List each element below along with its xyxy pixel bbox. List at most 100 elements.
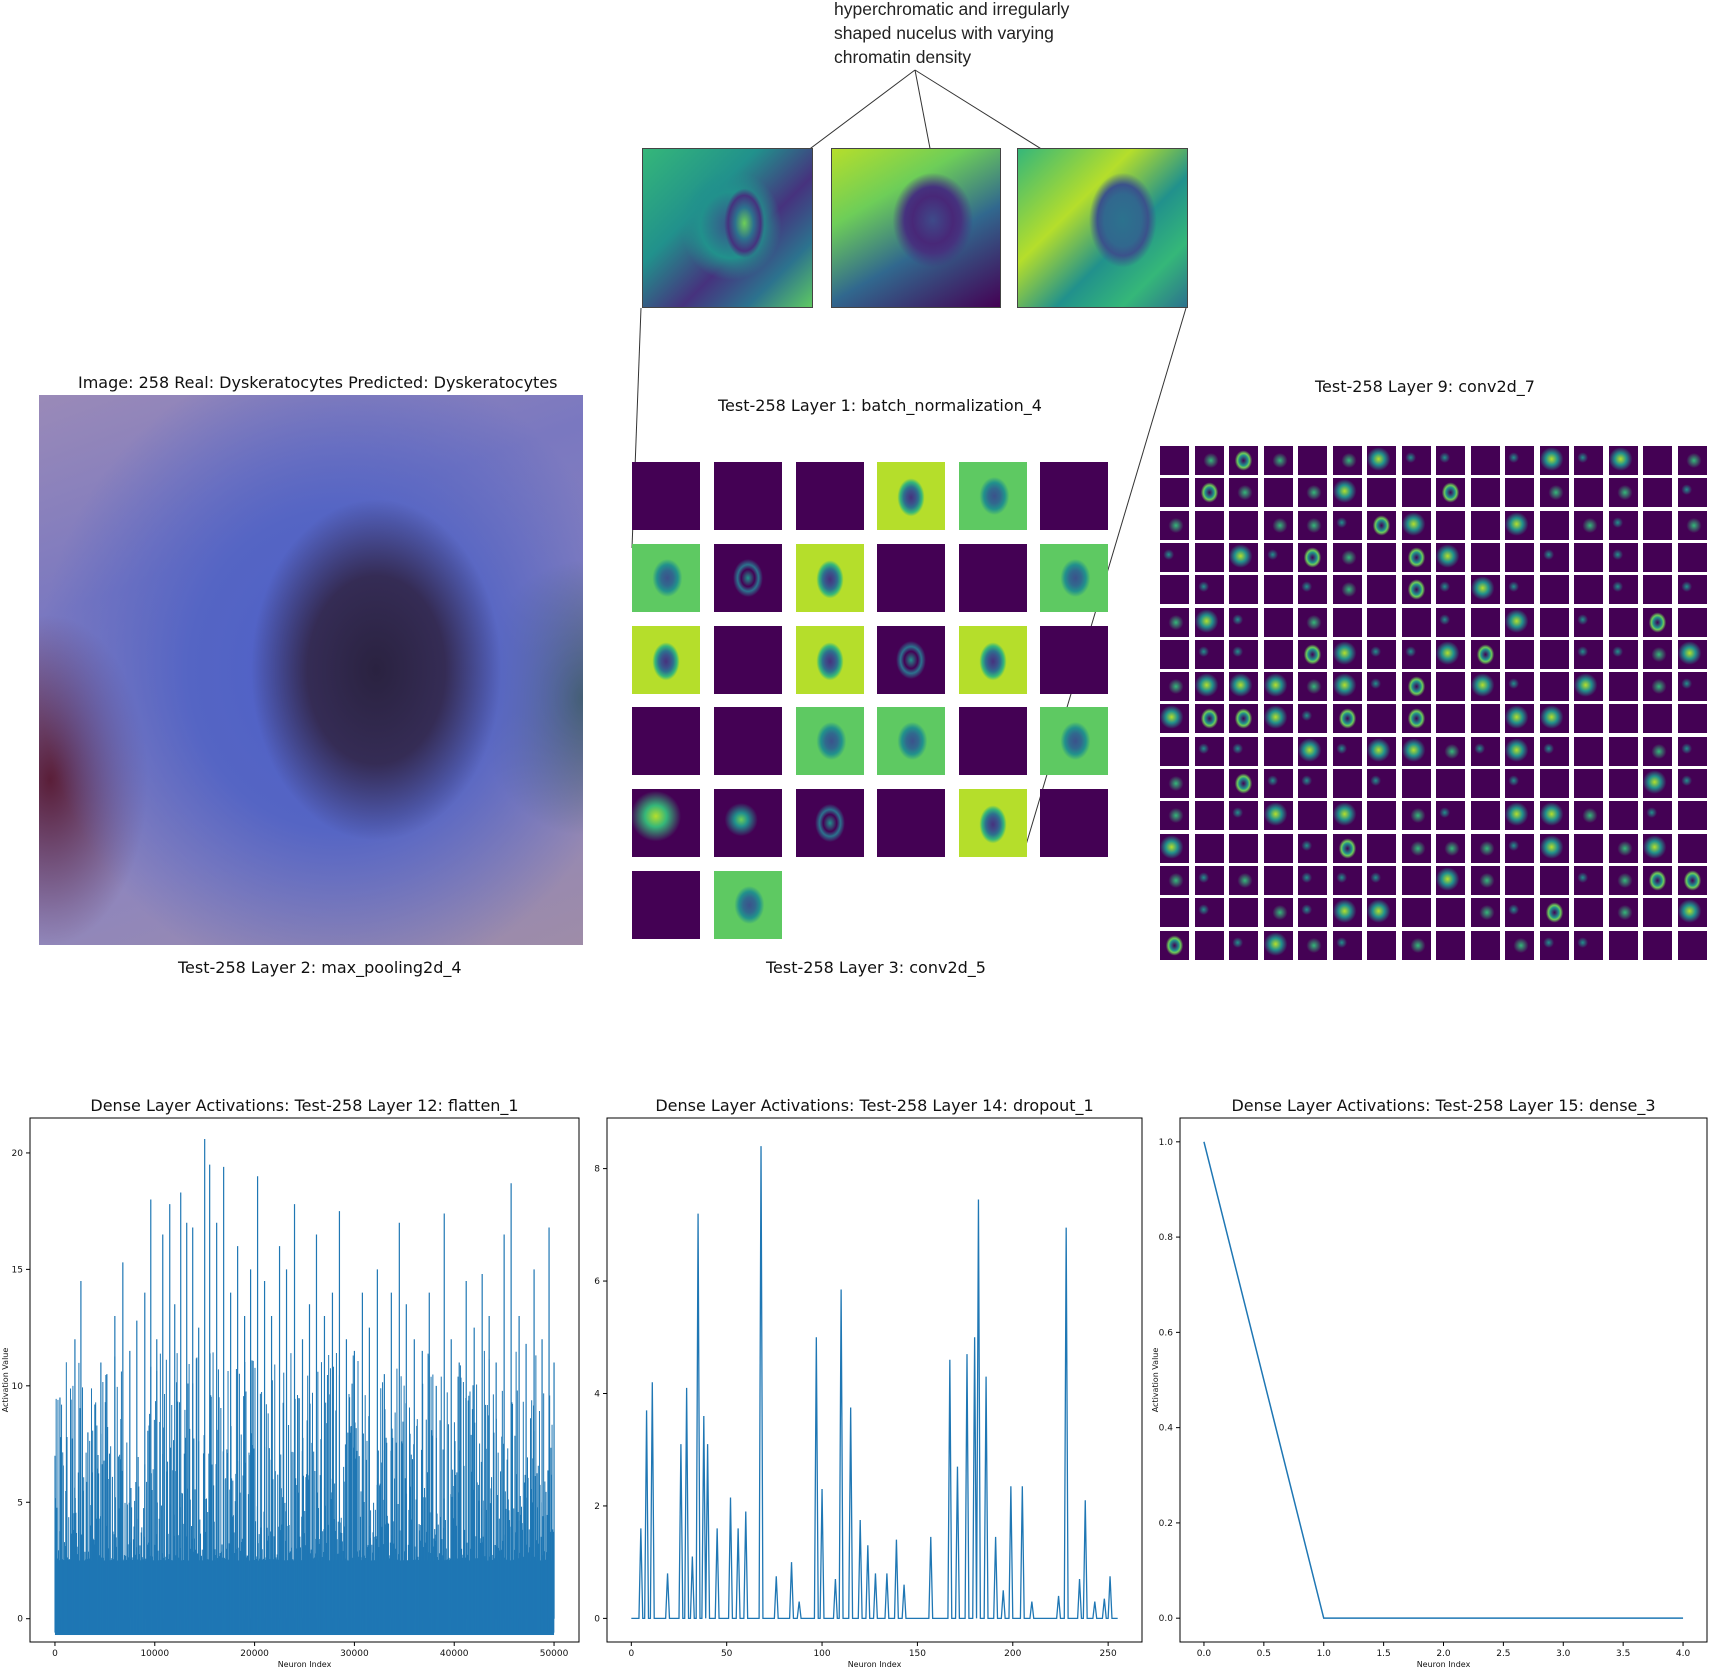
- feature-map-small: [1194, 801, 1224, 831]
- feature-map-small: [1160, 639, 1189, 669]
- feature-map-small: [1574, 704, 1603, 734]
- feature-map-small: [1332, 446, 1362, 475]
- y-tick-label: 0.6: [1159, 1328, 1174, 1338]
- feature-map-small: [1160, 672, 1189, 702]
- feature-map: [877, 462, 945, 530]
- feature-map-small: [1436, 769, 1465, 798]
- feature-map-small: [1332, 478, 1362, 508]
- feature-map-small: [1505, 833, 1534, 863]
- x-tick-label: 250: [1100, 1649, 1117, 1659]
- feature-map-small: [1677, 769, 1707, 798]
- feature-map-small: [1436, 446, 1465, 475]
- feature-map: [877, 544, 945, 612]
- feature-map-small: [1677, 446, 1707, 475]
- feature-map-small: [1470, 898, 1500, 928]
- feature-map-small: [1229, 898, 1258, 928]
- feature-map-small: [1194, 704, 1224, 734]
- x-tick-label: 0: [628, 1649, 634, 1659]
- annotation-text: hyperchromatic and irregularly shaped nu…: [834, 0, 1069, 69]
- layer2-caption: Test-258 Layer 2: max_pooling2d_4: [178, 958, 462, 977]
- feature-map: [959, 789, 1027, 857]
- feature-map-small: [1505, 672, 1534, 702]
- feature-map-small: [1367, 704, 1396, 734]
- feature-map-small: [1160, 575, 1189, 605]
- feature-map-small: [1539, 446, 1569, 475]
- x-tick-label: 30000: [340, 1649, 369, 1659]
- feature-map-small: [1401, 736, 1431, 766]
- annotation-line-1: hyperchromatic and irregularly: [834, 0, 1070, 19]
- feature-map-small: [1263, 833, 1293, 863]
- feature-map-small: [1401, 769, 1431, 798]
- feature-map-small: [1332, 930, 1362, 960]
- feature-map: [959, 544, 1027, 612]
- feature-map-small: [1574, 510, 1603, 540]
- feature-map-small: [1470, 704, 1500, 734]
- feature-map: [1040, 462, 1108, 530]
- feature-map-small: [1436, 801, 1465, 831]
- feature-map-small: [1470, 736, 1500, 766]
- feature-map-small: [1436, 898, 1465, 928]
- x-tick-label: 1.0: [1317, 1649, 1332, 1659]
- feature-map-small: [1505, 801, 1534, 831]
- feature-map-small: [1160, 865, 1189, 895]
- feature-map-small: [1608, 833, 1638, 863]
- feature-map-small: [1677, 639, 1707, 669]
- feature-map-small: [1401, 898, 1431, 928]
- feature-map-small: [1643, 575, 1672, 605]
- feature-map-small: [1229, 478, 1258, 508]
- feature-map-small: [1263, 930, 1293, 960]
- feature-map-small: [1367, 769, 1396, 798]
- zoom-map-1: [642, 148, 813, 308]
- layer3-caption: Test-258 Layer 3: conv2d_5: [766, 958, 986, 977]
- feature-map-small: [1539, 865, 1569, 895]
- feature-map-small: [1229, 446, 1258, 475]
- feature-map-small: [1539, 801, 1569, 831]
- feature-map-small: [1470, 639, 1500, 669]
- feature-map-small: [1505, 930, 1534, 960]
- feature-map-small: [1470, 478, 1500, 508]
- feature-map-small: [1470, 575, 1500, 605]
- feature-map-small: [1470, 607, 1500, 637]
- feature-map-small: [1643, 607, 1672, 637]
- feature-map-small: [1643, 736, 1672, 766]
- feature-map-small: [1643, 898, 1672, 928]
- feature-map-small: [1574, 639, 1603, 669]
- feature-map-small: [1643, 446, 1672, 475]
- feature-map-small: [1229, 672, 1258, 702]
- original-image-title: Image: 258 Real: Dyskeratocytes Predicte…: [78, 373, 558, 392]
- feature-map-small: [1263, 672, 1293, 702]
- feature-map-small: [1643, 865, 1672, 895]
- zoom-map-3: [1017, 148, 1188, 308]
- feature-map-small: [1160, 898, 1189, 928]
- feature-map-small: [1436, 478, 1465, 508]
- feature-map-small: [1574, 833, 1603, 863]
- feature-map-small: [1574, 769, 1603, 798]
- y-tick-label: 6: [594, 1277, 600, 1287]
- feature-map-small: [1677, 930, 1707, 960]
- feature-map-small: [1401, 865, 1431, 895]
- feature-map-small: [1608, 542, 1638, 572]
- chart-flatten: Dense Layer Activations: Test-258 Layer …: [1, 1096, 580, 1667]
- feature-map-small: [1332, 704, 1362, 734]
- feature-map-small: [1505, 704, 1534, 734]
- feature-map-small: [1677, 575, 1707, 605]
- feature-map-small: [1401, 542, 1431, 572]
- feature-map: [959, 462, 1027, 530]
- feature-map-small: [1470, 672, 1500, 702]
- chart-title: Dense Layer Activations: Test-258 Layer …: [655, 1096, 1093, 1116]
- feature-map-small: [1436, 607, 1465, 637]
- feature-map-small: [1194, 833, 1224, 863]
- feature-map-small: [1367, 607, 1396, 637]
- chart-title: Dense Layer Activations: Test-258 Layer …: [1231, 1096, 1655, 1116]
- feature-map: [877, 626, 945, 694]
- feature-map-small: [1608, 865, 1638, 895]
- feature-map-small: [1263, 736, 1293, 766]
- y-axis-label: Activation Value: [1151, 1348, 1160, 1413]
- feature-map: [632, 707, 700, 775]
- feature-map-small: [1263, 607, 1293, 637]
- x-tick-label: 20000: [240, 1649, 269, 1659]
- feature-map-small: [1229, 510, 1258, 540]
- feature-map: [1040, 789, 1108, 857]
- feature-map-small: [1643, 833, 1672, 863]
- feature-map-small: [1401, 704, 1431, 734]
